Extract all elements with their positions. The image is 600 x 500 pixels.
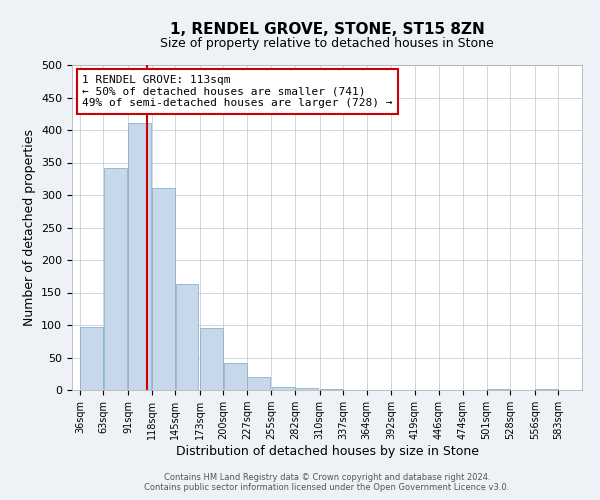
Bar [272, 387, 295, 390]
Bar [487, 388, 510, 390]
Bar [80, 327, 103, 390]
Bar [104, 168, 127, 390]
Y-axis label: Number of detached properties: Number of detached properties [23, 129, 35, 326]
Bar [535, 388, 558, 390]
Text: 1, RENDEL GROVE, STONE, ST15 8ZN: 1, RENDEL GROVE, STONE, ST15 8ZN [170, 22, 484, 38]
Bar [128, 123, 151, 390]
X-axis label: Distribution of detached houses by size in Stone: Distribution of detached houses by size … [176, 445, 479, 458]
Bar [200, 328, 223, 390]
Bar [152, 188, 175, 390]
Text: 1 RENDEL GROVE: 113sqm
← 50% of detached houses are smaller (741)
49% of semi-de: 1 RENDEL GROVE: 113sqm ← 50% of detached… [82, 74, 392, 108]
Text: Contains HM Land Registry data © Crown copyright and database right 2024.
Contai: Contains HM Land Registry data © Crown c… [145, 473, 509, 492]
Bar [176, 284, 199, 390]
Text: Size of property relative to detached houses in Stone: Size of property relative to detached ho… [160, 38, 494, 51]
Bar [320, 388, 343, 390]
Bar [247, 377, 270, 390]
Bar [224, 362, 247, 390]
Bar [295, 388, 319, 390]
